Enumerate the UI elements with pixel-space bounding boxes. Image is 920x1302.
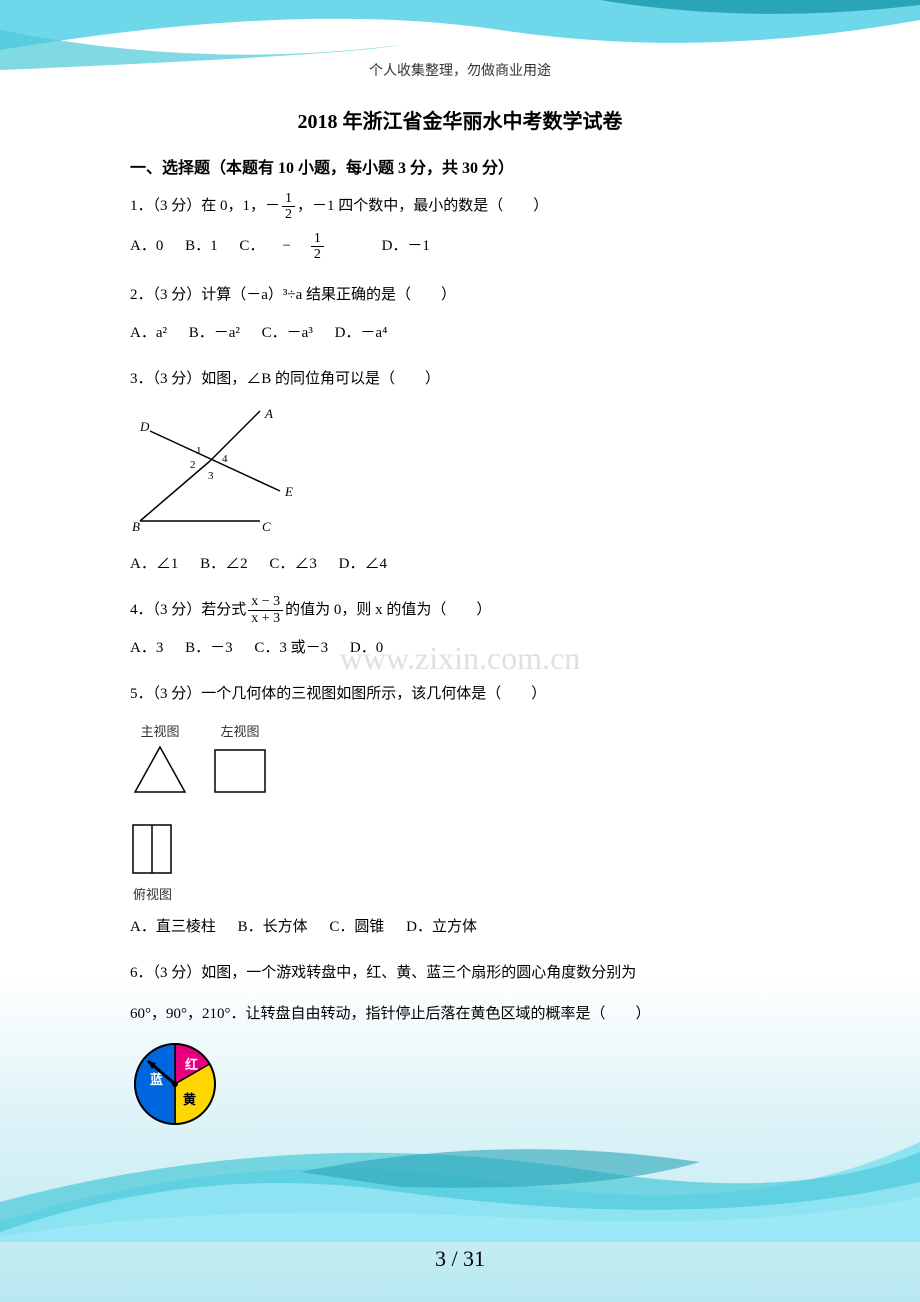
header-note: 个人收集整理，勿做商业用途	[130, 60, 790, 80]
svg-text:A: A	[264, 406, 273, 421]
q4-opt-d: D．0	[350, 640, 383, 656]
q3-options: A．∠1 B．∠2 C．∠3 D．∠4	[130, 551, 790, 578]
section-header: 一、选择题（本题有 10 小题，每小题 3 分，共 30 分）	[130, 154, 790, 178]
q1-opt-b: B．1	[185, 238, 218, 254]
svg-text:1: 1	[196, 445, 202, 457]
svg-text:B: B	[132, 519, 140, 534]
q4-options: A．3 B．－3 C．3 或－3 D．0	[130, 635, 790, 662]
top-view-label: 俯视图	[130, 884, 175, 903]
q5-opt-c: C．圆锥	[329, 919, 384, 935]
q1-prefix: 1．（3 分）在 0，1，	[130, 198, 265, 214]
left-view-label: 左视图	[210, 721, 270, 740]
q5-opt-b: B．长方体	[238, 919, 308, 935]
main-view-label: 主视图	[130, 721, 190, 740]
q4-opt-b: B．－3	[185, 640, 233, 656]
q1-opt-d: D．－1	[382, 238, 430, 254]
q1-suffix: ，－1 四个数中，最小的数是（ ）	[297, 198, 548, 214]
q1-fraction: 12	[282, 191, 295, 223]
q1-opt-c: C．−12	[239, 238, 359, 254]
svg-text:3: 3	[208, 470, 214, 482]
q5-opt-a: A．直三棱柱	[130, 919, 216, 935]
q2-opt-b: B．－a²	[189, 325, 240, 341]
question-6-line2: 60°，90°，210°．让转盘自由转动，指针停止后落在黄色区域的概率是（ ）	[130, 998, 790, 1031]
question-2: 2．（3 分）计算（－a）³÷a 结果正确的是（ ）	[130, 279, 790, 312]
page-content: 个人收集整理，勿做商业用途 2018 年浙江省金华丽水中考数学试卷 一、选择题（…	[0, 0, 920, 1134]
svg-text:4: 4	[222, 453, 228, 465]
q4-opt-c: C．3 或－3	[254, 640, 328, 656]
page-title: 2018 年浙江省金华丽水中考数学试卷	[130, 105, 790, 134]
q6-spinner: 蓝 红 黄	[130, 1039, 790, 1134]
q4-prefix: 4．（3 分）若分式	[130, 602, 246, 618]
q3-opt-c: C．∠3	[269, 556, 317, 572]
q2-opt-d: D．－a⁴	[335, 325, 388, 341]
svg-text:E: E	[284, 484, 293, 499]
svg-text:蓝: 蓝	[150, 1072, 163, 1087]
page-number: 3 / 31	[0, 1246, 920, 1272]
q1-options: A．0 B．1 C．−12 D．－1	[130, 231, 790, 263]
question-4: 4．（3 分）若分式x − 3x + 3的值为 0，则 x 的值为（ ）	[130, 594, 790, 627]
q5-opt-d: D．立方体	[406, 919, 477, 935]
svg-text:D: D	[139, 419, 150, 434]
q4-suffix: 的值为 0，则 x 的值为（ ）	[285, 602, 491, 618]
svg-text:2: 2	[190, 459, 196, 471]
q2-options: A．a² B．－a² C．－a³ D．－a⁴	[130, 320, 790, 347]
q1-neg: －	[265, 198, 280, 214]
svg-text:红: 红	[185, 1057, 198, 1072]
q3-diagram: A D E B C 1 2 3 4	[130, 406, 790, 541]
question-5: 5．（3 分）一个几何体的三视图如图所示，该几何体是（ ）	[130, 678, 790, 711]
q5-options: A．直三棱柱 B．长方体 C．圆锥 D．立方体	[130, 914, 790, 941]
svg-text:黄: 黄	[183, 1092, 196, 1107]
q2-opt-c: C．－a³	[262, 325, 313, 341]
question-1: 1．（3 分）在 0，1，－12，－1 四个数中，最小的数是（ ）	[130, 190, 790, 223]
q2-opt-a: A．a²	[130, 325, 167, 341]
q5-diagram: 主视图 左视图 俯视图	[130, 721, 790, 904]
question-6-line1: 6．（3 分）如图，一个游戏转盘中，红、黄、蓝三个扇形的圆心角度数分别为	[130, 957, 790, 990]
q3-opt-a: A．∠1	[130, 556, 178, 572]
q4-fraction: x − 3x + 3	[248, 594, 283, 626]
svg-text:C: C	[262, 519, 271, 534]
q3-opt-d: D．∠4	[339, 556, 387, 572]
q3-opt-b: B．∠2	[200, 556, 248, 572]
q4-opt-a: A．3	[130, 640, 163, 656]
question-3: 3．（3 分）如图，∠B 的同位角可以是（ ）	[130, 363, 790, 396]
q1-opt-a: A．0	[130, 238, 163, 254]
